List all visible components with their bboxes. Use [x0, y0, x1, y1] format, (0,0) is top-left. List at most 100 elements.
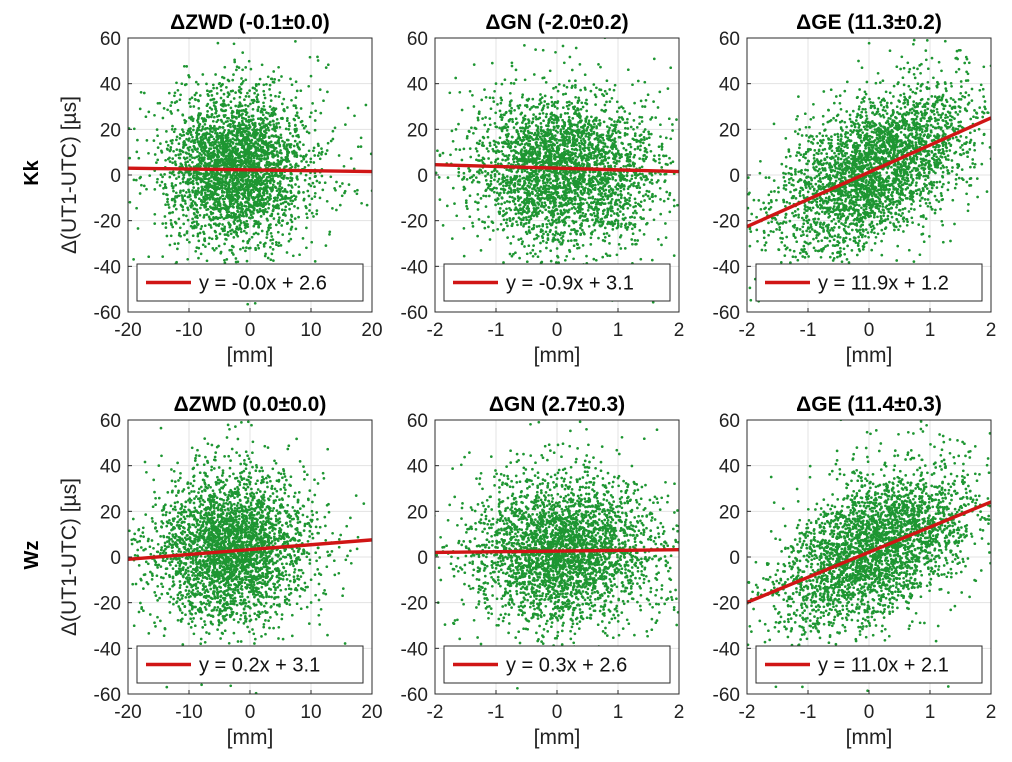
scatter-point: [203, 188, 207, 192]
scatter-point: [261, 113, 265, 117]
scatter-point: [206, 151, 210, 154]
scatter-point: [626, 202, 630, 205]
scatter-point: [273, 185, 277, 189]
scatter-point: [189, 153, 193, 157]
scatter-point: [217, 114, 221, 118]
scatter-point: [265, 210, 269, 214]
scatter-point: [182, 213, 185, 217]
scatter-point: [550, 100, 554, 104]
scatter-point: [273, 78, 277, 81]
scatter-point: [262, 186, 266, 189]
scatter-point: [290, 213, 293, 217]
scatter-point: [181, 197, 184, 200]
scatter-point: [287, 128, 291, 131]
scatter-point: [246, 156, 250, 159]
scatter-point: [168, 175, 172, 179]
scatter-point: [517, 132, 520, 136]
scatter-point: [356, 188, 359, 192]
scatter-point: [424, 143, 427, 146]
scatter-point: [260, 198, 264, 202]
scatter-point: [132, 178, 136, 182]
scatter-point: [342, 164, 346, 168]
scatter-point: [286, 138, 290, 142]
scatter-point: [213, 229, 217, 233]
scatter-point: [249, 67, 253, 71]
scatter-point: [509, 109, 513, 113]
scatter-point: [216, 118, 220, 122]
scatter-point: [229, 229, 232, 233]
scatter-point: [313, 260, 317, 263]
scatter-point: [605, 100, 608, 104]
scatter-point: [209, 210, 213, 214]
scatter-point: [205, 213, 209, 216]
scatter-point: [210, 108, 214, 111]
scatter-point: [633, 134, 637, 138]
scatter-point: [431, 166, 434, 169]
scatter-point: [638, 148, 642, 152]
scatter-point: [502, 261, 505, 264]
scatter-point: [294, 114, 298, 117]
scatter-point: [500, 118, 504, 122]
scatter-point: [256, 93, 260, 97]
scatter-point: [186, 160, 190, 164]
scatter-point: [295, 143, 299, 147]
scatter-point: [262, 83, 266, 87]
scatter-point: [693, 97, 696, 100]
scatter-point: [214, 186, 217, 190]
scatter-point: [217, 155, 220, 158]
scatter-point: [241, 178, 245, 182]
scatter-point: [239, 164, 243, 168]
scatter-point: [570, 207, 574, 210]
scatter-point: [270, 235, 274, 238]
scatter-point: [556, 107, 559, 110]
scatter-point: [166, 197, 169, 201]
scatter-point: [232, 202, 236, 206]
scatter-point: [241, 192, 245, 196]
scatter-point: [520, 95, 524, 99]
scatter-point: [228, 248, 232, 252]
scatter-point: [155, 161, 158, 164]
scatter-point: [254, 231, 258, 235]
scatter-point: [585, 132, 588, 136]
scatter-point: [189, 105, 192, 108]
scatter-point: [316, 59, 320, 62]
scatter-point: [538, 102, 541, 106]
scatter-point: [293, 139, 297, 143]
scatter-points: [424, 38, 696, 304]
scatter-point: [614, 152, 618, 156]
scatter-point: [497, 202, 500, 206]
scatter-point: [569, 239, 573, 242]
scatter-point: [535, 225, 539, 228]
scatter-point: [229, 125, 232, 129]
scatter-point: [276, 164, 280, 168]
scatter-point: [259, 110, 263, 114]
scatter-point: [225, 210, 229, 214]
scatter-point: [492, 190, 496, 194]
scatter-point: [544, 151, 548, 155]
scatter-point: [231, 163, 234, 167]
scatter-point: [191, 139, 195, 142]
scatter-point: [247, 171, 250, 175]
scatter-point: [231, 181, 235, 185]
scatter-point: [169, 139, 173, 143]
scatter-point: [224, 180, 228, 183]
scatter-point: [593, 161, 597, 164]
scatter-point: [170, 128, 174, 131]
scatter-point: [554, 50, 557, 54]
scatter-point: [531, 211, 534, 215]
scatter-point: [282, 143, 286, 147]
scatter-point: [262, 89, 266, 93]
scatter-point: [514, 68, 518, 72]
scatter-point: [277, 160, 281, 164]
scatter-point: [580, 119, 583, 122]
scatter-point: [243, 195, 247, 198]
scatter-point: [458, 90, 462, 94]
scatter-point: [197, 246, 201, 250]
scatter-point: [489, 182, 493, 186]
x-tick-label: 20: [361, 320, 382, 341]
scatter-point: [607, 164, 610, 168]
scatter-point: [225, 163, 228, 167]
scatter-point: [510, 149, 513, 153]
scatter-point: [235, 159, 239, 163]
scatter-point: [617, 214, 620, 217]
